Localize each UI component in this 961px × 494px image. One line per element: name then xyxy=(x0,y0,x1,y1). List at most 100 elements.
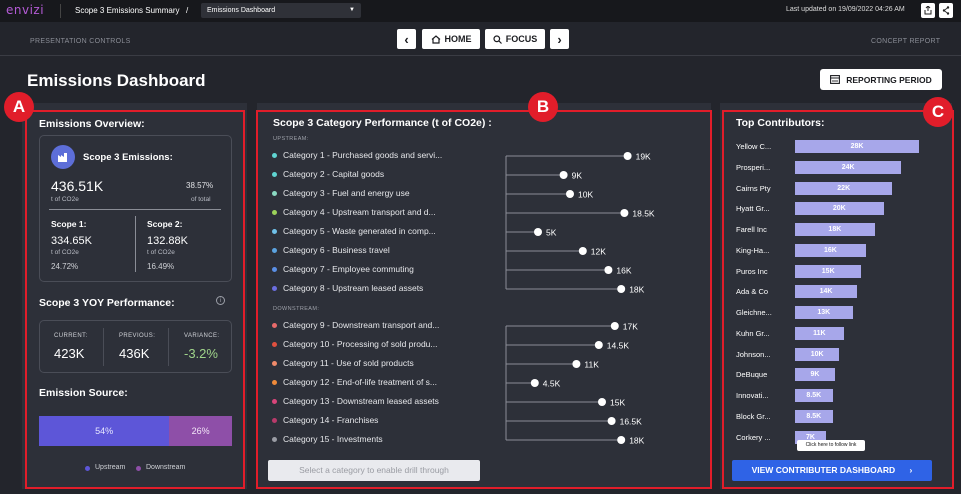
category-row[interactable]: Category 7 - Employee commuting xyxy=(272,264,414,274)
category-row[interactable]: Category 3 - Fuel and energy use xyxy=(272,188,410,198)
category-color-dot xyxy=(272,399,277,405)
contributor-name[interactable]: Innovati... xyxy=(736,391,769,400)
lollipop-point[interactable] xyxy=(620,209,629,217)
category-row[interactable]: Category 5 - Waste generated in comp... xyxy=(272,226,436,236)
breadcrumb[interactable]: Scope 3 Emissions Summary xyxy=(75,6,180,15)
factory-glyph xyxy=(58,153,67,162)
lollipop-point[interactable] xyxy=(578,247,587,255)
contributor-bar[interactable]: 20K xyxy=(795,202,884,216)
contributor-name[interactable]: DeBuque xyxy=(736,370,768,380)
category-row[interactable]: Category 1 - Purchased goods and servi..… xyxy=(272,150,442,160)
view-contributor-dashboard-button[interactable]: VIEW CONTRIBUTER DASHBOARD › xyxy=(732,460,932,481)
category-row[interactable]: Category 14 - Franchises xyxy=(272,415,378,425)
lollipop-point[interactable] xyxy=(623,152,632,160)
contributor-bar[interactable]: 14K xyxy=(795,285,857,299)
contributor-bar[interactable]: 18K xyxy=(795,223,875,236)
category-panel xyxy=(257,103,711,489)
annotation-badge-b: B xyxy=(528,92,558,122)
dashboard-select[interactable]: Emissions Dashboard ▼ xyxy=(201,3,361,18)
emission-source-bar[interactable]: 54% 26% xyxy=(39,416,232,446)
contributor-bar[interactable]: 11K xyxy=(795,326,844,340)
divider xyxy=(49,209,221,210)
upstream-segment[interactable]: 54% xyxy=(39,416,170,446)
contributor-bar[interactable]: 10K xyxy=(795,347,840,361)
contributor-bar[interactable]: 13K xyxy=(795,306,853,319)
lollipop-point[interactable] xyxy=(594,341,603,349)
category-label: Category 8 - Upstream leased assets xyxy=(283,283,424,293)
lollipop-point[interactable] xyxy=(610,322,619,330)
lollipop-point[interactable] xyxy=(598,398,606,406)
contributors-title: Top Contributors: xyxy=(736,117,825,129)
contributor-bar[interactable]: 22K xyxy=(795,181,893,195)
lollipop-point[interactable] xyxy=(617,436,626,444)
contributor-name[interactable]: Farell Inc xyxy=(736,225,767,234)
category-row[interactable]: Category 12 - End-of-life treatment of s… xyxy=(272,377,437,387)
lollipop-point[interactable] xyxy=(617,285,626,293)
category-row[interactable]: Category 13 - Downstream leased assets xyxy=(272,396,439,406)
contributor-name[interactable]: Prosperi... xyxy=(736,162,771,172)
info-icon[interactable]: i xyxy=(216,296,225,305)
scope1-pct: 24.72% xyxy=(51,262,79,271)
category-color-dot xyxy=(272,323,277,329)
lollipop-point[interactable] xyxy=(530,379,539,387)
last-updated: Last updated on 19/09/2022 04:26 AM xyxy=(786,6,905,13)
contributor-bar[interactable]: 28K xyxy=(795,140,919,153)
contributor-name[interactable]: Block Gr... xyxy=(736,411,771,421)
legend-downstream: Downstream xyxy=(146,464,186,471)
lollipop-value-label: 18.5K xyxy=(632,209,655,219)
share-button[interactable] xyxy=(939,3,953,18)
contributor-name[interactable]: Puros Inc xyxy=(736,266,768,276)
export-button[interactable] xyxy=(921,3,935,18)
contributor-name[interactable]: Ada & Co xyxy=(736,287,769,297)
focus-button[interactable]: FOCUS xyxy=(485,29,545,49)
yoy-variance-label: VARIANCE: xyxy=(184,333,220,339)
downstream-segment[interactable]: 26% xyxy=(169,416,232,446)
lollipop-point[interactable] xyxy=(572,360,581,368)
lollipop-value-label: 12K xyxy=(591,247,606,257)
concept-report-label[interactable]: CONCEPT REPORT xyxy=(871,38,941,45)
contributor-name[interactable]: Gleichne... xyxy=(736,308,772,317)
home-button[interactable]: HOME xyxy=(422,29,480,49)
category-color-dot xyxy=(272,153,277,159)
contributor-bar[interactable]: 8.5K xyxy=(795,389,833,402)
contributor-name[interactable]: Hyatt Gr... xyxy=(736,204,770,214)
reporting-period-button[interactable]: REPORTING PERIOD xyxy=(820,69,942,90)
contributor-bar[interactable]: 16K xyxy=(795,243,866,257)
lollipop-point[interactable] xyxy=(559,171,568,179)
category-row[interactable]: Category 8 - Upstream leased assets xyxy=(272,283,423,293)
yoy-title: Scope 3 YOY Performance: xyxy=(39,297,175,309)
lollipop-value-label: 4.5K xyxy=(543,379,561,389)
contributor-bar[interactable]: 15K xyxy=(795,264,862,278)
scope1-unit: t of CO2e xyxy=(51,249,79,256)
prev-button[interactable]: ‹ xyxy=(397,29,416,49)
category-row[interactable]: Category 15 - Investments xyxy=(272,434,383,444)
contributor-name[interactable]: King-Ha... xyxy=(736,245,770,255)
home-label: HOME xyxy=(444,34,472,44)
contributor-bar[interactable]: 24K xyxy=(795,160,902,174)
lollipop-point[interactable] xyxy=(607,417,616,425)
category-row[interactable]: Category 10 - Processing of sold produ..… xyxy=(272,339,438,349)
lollipop-point[interactable] xyxy=(604,266,613,274)
category-label: Category 12 - End-of-life treatment of s… xyxy=(283,377,438,387)
category-row[interactable]: Category 11 - Use of sold products xyxy=(272,358,414,368)
category-color-dot xyxy=(272,210,277,216)
category-row[interactable]: Category 4 - Upstream transport and d... xyxy=(272,207,436,217)
contributor-name[interactable]: Cairns Pty xyxy=(736,183,771,193)
contributor-name[interactable]: Corkery ... xyxy=(736,432,771,442)
category-row[interactable]: Category 2 - Capital goods xyxy=(272,169,384,179)
drill-through-button[interactable]: Select a category to enable drill throug… xyxy=(268,460,480,481)
contributor-name[interactable]: Kuhn Gr... xyxy=(736,328,770,338)
contributor-name[interactable]: Johnson... xyxy=(736,349,771,359)
lollipop-point[interactable] xyxy=(534,228,542,236)
lollipop-point[interactable] xyxy=(566,190,574,198)
category-row[interactable]: Category 9 - Downstream transport and... xyxy=(272,320,439,330)
page-title: Emissions Dashboard xyxy=(27,71,206,90)
next-button[interactable]: › xyxy=(550,29,569,49)
contributor-bar[interactable]: 8.5K xyxy=(795,409,833,423)
chevron-down-icon: ▼ xyxy=(349,7,355,13)
category-row[interactable]: Category 6 - Business travel xyxy=(272,245,390,255)
yoy-current-label: CURRENT: xyxy=(54,333,88,339)
contributor-bar[interactable]: 9K xyxy=(795,368,835,382)
contributor-name[interactable]: Yellow C... xyxy=(736,142,772,151)
scope3-value: 436.51K xyxy=(51,178,104,194)
